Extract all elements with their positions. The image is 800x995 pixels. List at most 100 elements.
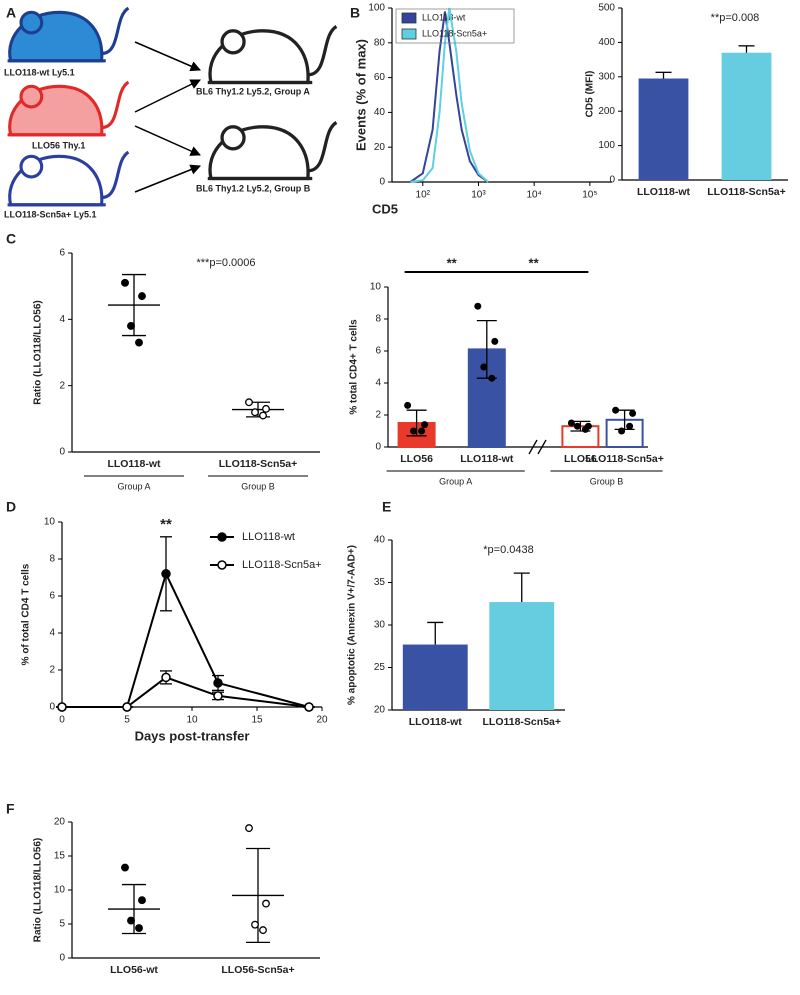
- x-axis-label: Days post-transfer: [135, 728, 250, 743]
- series-line: [62, 571, 310, 708]
- data-point: [138, 896, 146, 905]
- recipient-mouse: [205, 24, 339, 85]
- data-point: [262, 404, 270, 413]
- panel-label: E: [382, 499, 391, 515]
- data-point: [121, 863, 129, 872]
- x-tick-label: 20: [316, 715, 328, 726]
- y-tick-label: 0: [375, 442, 381, 453]
- y-tick-label: 4: [375, 378, 381, 389]
- data-point: [488, 374, 496, 382]
- data-point: [138, 292, 146, 301]
- x-tick-label: LLO118-wt: [409, 716, 463, 728]
- x-tick-label: 15: [251, 715, 263, 726]
- data-point: [410, 427, 418, 435]
- x-tick-label: 0: [59, 715, 65, 726]
- marker: [213, 678, 223, 688]
- y-axis-label: Ratio (LLO118/LLO56): [33, 838, 44, 942]
- annotation: ***p=0.0006: [196, 257, 255, 269]
- y-tick-label: 0: [609, 175, 615, 186]
- y-tick-label: 2: [375, 410, 381, 421]
- data-point: [404, 401, 412, 409]
- y-tick-label: 10: [44, 517, 56, 528]
- x-tick-label: LLO56-Scn5a+: [221, 964, 294, 976]
- legend-label: LLO118-Scn5a+: [242, 559, 322, 571]
- data-point: [127, 916, 135, 925]
- y-tick-label: 40: [374, 107, 386, 118]
- arrows: [134, 41, 201, 193]
- marker: [304, 702, 314, 712]
- data-point: [135, 924, 143, 933]
- data-point: [135, 338, 143, 347]
- y-tick-label: 0: [379, 177, 385, 188]
- data-point: [626, 422, 634, 430]
- y-tick-label: 0: [59, 447, 65, 458]
- donor-label: LLO56 Thy.1: [32, 140, 85, 150]
- legend-swatch: [401, 12, 417, 24]
- y-tick-label: 25: [374, 662, 386, 673]
- data-point: [245, 398, 253, 407]
- group-label: Group A: [439, 476, 472, 486]
- y-tick-label: 6: [49, 591, 55, 602]
- legend-marker: [217, 532, 227, 542]
- data-point: [418, 427, 426, 435]
- y-axis-label: % of total CD4 T cells: [21, 563, 32, 665]
- y-tick-label: 100: [598, 140, 615, 151]
- x-tick-label: LLO118-wt: [460, 453, 514, 465]
- x-tick-label: 10³: [471, 190, 486, 201]
- legend-label: LLO118-Scn5a+: [422, 28, 487, 38]
- donor-label: LLO118-wt Ly5.1: [4, 67, 75, 77]
- donor-label: LLO118-Scn5a+ Ly5.1: [4, 209, 96, 219]
- x-tick-label: 5: [124, 715, 130, 726]
- y-tick-label: 5: [59, 919, 65, 930]
- annotation: **: [160, 516, 172, 533]
- y-axis-label: CD5 (MFI): [585, 71, 596, 118]
- data-point: [480, 363, 488, 371]
- y-tick-label: 4: [59, 314, 65, 325]
- comparison-label: **: [447, 255, 458, 270]
- y-axis-label: % total CD4+ T cells: [349, 319, 360, 415]
- marker: [213, 691, 223, 701]
- data-point: [262, 899, 270, 908]
- legend-label: LLO118-wt: [422, 12, 466, 22]
- marker: [161, 672, 171, 683]
- x-tick-label: 10⁵: [582, 190, 597, 201]
- density-curve: [410, 7, 489, 183]
- y-axis-label: Ratio (LLO118/LLO56): [33, 300, 44, 404]
- data-point: [491, 337, 499, 345]
- y-tick-label: 0: [49, 702, 55, 713]
- legend-box: [395, 8, 515, 44]
- group-label: Group B: [241, 481, 275, 491]
- x-axis-label: CD5: [372, 201, 398, 216]
- data-point: [121, 278, 129, 287]
- y-tick-label: 2: [59, 380, 65, 391]
- legend-label: LLO118-wt: [242, 531, 295, 543]
- x-tick-label: LLO56: [564, 453, 597, 465]
- y-tick-label: 8: [375, 314, 381, 325]
- y-tick-label: 0: [59, 953, 65, 964]
- data-point: [245, 824, 253, 833]
- bar: [489, 602, 555, 710]
- data-point: [612, 406, 620, 414]
- donor-mouse: [6, 6, 131, 63]
- comparison-label: **: [529, 255, 540, 270]
- data-point: [474, 302, 482, 310]
- y-tick-label: 400: [598, 37, 615, 48]
- data-point: [567, 419, 575, 427]
- y-tick-label: 30: [374, 620, 386, 631]
- y-axis-label: Events (% of max): [353, 39, 368, 151]
- y-tick-label: 15: [54, 851, 66, 862]
- data-point: [581, 425, 589, 433]
- y-tick-label: 300: [598, 71, 615, 82]
- x-tick-label: LLO118-Scn5a+: [707, 186, 786, 198]
- legend-marker: [217, 560, 227, 570]
- y-tick-label: 2: [49, 665, 55, 676]
- y-axis-label: % apoptotic (Annexin V+/7-AAD+): [347, 545, 358, 705]
- donor-mouse: [6, 80, 131, 137]
- x-tick-label: 10: [186, 715, 198, 726]
- group-label: Group B: [590, 476, 624, 486]
- y-tick-label: 10: [370, 282, 382, 293]
- y-tick-label: 20: [54, 817, 66, 828]
- data-point: [251, 920, 259, 929]
- data-point: [259, 926, 267, 935]
- data-point: [573, 422, 581, 430]
